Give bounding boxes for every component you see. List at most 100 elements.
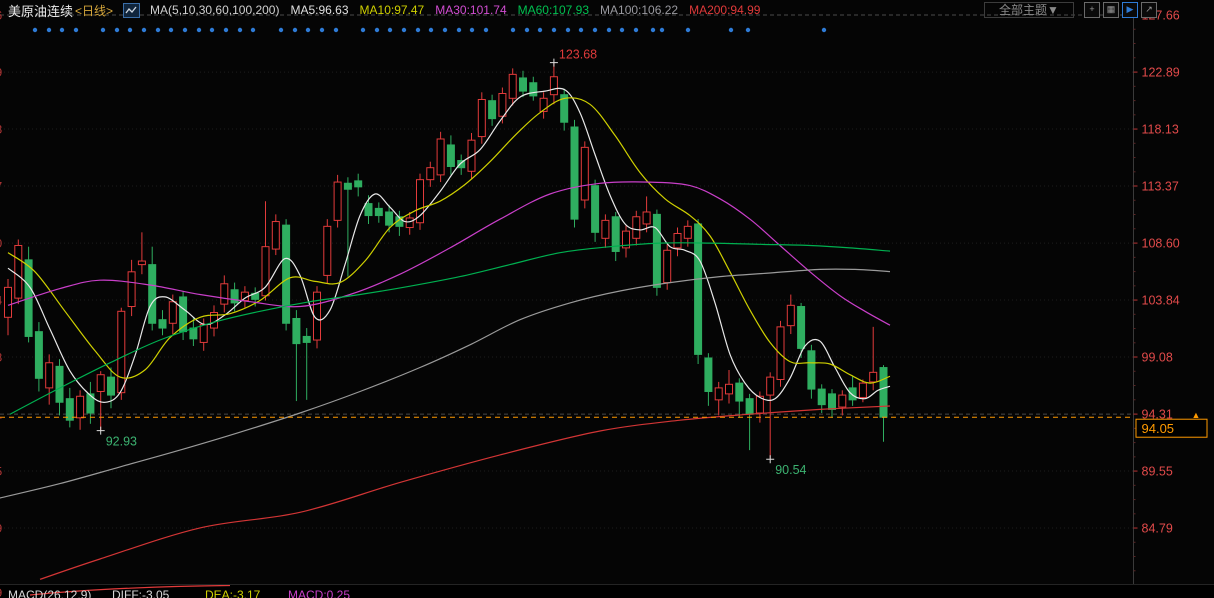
ma-line-ma5 xyxy=(7,87,891,403)
candle xyxy=(271,214,280,256)
clipped-axis-digit: 3 xyxy=(0,123,3,137)
candle xyxy=(220,275,229,313)
price-alert-arrow-icon: ▲ xyxy=(1192,410,1201,420)
gridlines xyxy=(0,14,1134,529)
svg-text:94.05: 94.05 xyxy=(1142,421,1175,436)
candle xyxy=(148,246,157,331)
candle xyxy=(292,310,301,402)
candle xyxy=(622,225,630,258)
ma30-value: MA30:101.74 xyxy=(435,3,507,17)
candle xyxy=(580,141,589,209)
macd-param-label: MACD(26,12,9) xyxy=(8,588,92,598)
candle xyxy=(137,232,146,275)
candle xyxy=(828,389,836,418)
clipped-axis-digit: 9 xyxy=(0,522,3,536)
axis-tick-label: 94.31 xyxy=(1142,408,1173,422)
candle xyxy=(96,371,105,431)
candle xyxy=(117,307,126,400)
candle xyxy=(673,227,682,257)
axis-tick-label: 84.79 xyxy=(1142,522,1173,536)
candle xyxy=(704,353,713,406)
candle xyxy=(508,68,517,106)
candle xyxy=(55,359,64,416)
candle xyxy=(869,326,878,391)
signal-dots xyxy=(32,27,827,33)
candle xyxy=(848,375,857,406)
svg-text:90.54: 90.54 xyxy=(775,463,806,477)
candle xyxy=(735,378,744,418)
candle xyxy=(549,62,558,105)
candle xyxy=(426,161,435,187)
axis-tick-label: 108.60 xyxy=(1142,237,1180,251)
theme-dropdown[interactable]: 全部主题▼ xyxy=(984,2,1074,18)
candle xyxy=(745,393,754,451)
current-price-label xyxy=(1135,418,1208,438)
candle xyxy=(354,173,363,197)
candle xyxy=(519,70,527,98)
layout-grid-icon[interactable]: + xyxy=(1084,2,1100,18)
candle xyxy=(374,202,383,223)
candle xyxy=(457,154,466,175)
ma-line-ma200 xyxy=(39,405,891,580)
price-axis[interactable]: 127.666122.899118.133113.377108.600103.8… xyxy=(0,9,1180,585)
macd-pane[interactable]: 9 MACD(26,12,9) DIFF:-3.05 DEA:-3.17 MAC… xyxy=(0,584,1214,598)
ma-group-label: MA(5,10,30,60,100,200) xyxy=(150,3,280,17)
candle xyxy=(879,365,888,442)
macd-value: MACD:0.25 xyxy=(288,588,351,598)
axis-tick-label: 118.13 xyxy=(1142,123,1179,137)
indicator-pane-icon[interactable]: ▶ xyxy=(1122,2,1138,18)
pop-out-icon[interactable]: ↗ xyxy=(1141,2,1157,18)
price-markers: 123.68 92.93 90.54 xyxy=(96,48,807,477)
macd-diff-value: DIFF:-3.05 xyxy=(112,588,170,598)
axis-tick-label: 89.55 xyxy=(1142,465,1173,479)
candle xyxy=(302,328,311,400)
candle xyxy=(560,88,569,131)
ma-line-ma100 xyxy=(0,268,891,499)
clipped-axis-digit: 7 xyxy=(0,180,3,194)
candle xyxy=(539,92,548,119)
candle xyxy=(333,174,342,228)
ma-line-ma10 xyxy=(7,97,891,384)
new-pane-icon[interactable]: ▦ xyxy=(1103,2,1119,18)
candle xyxy=(158,310,167,336)
candle xyxy=(323,219,332,284)
candle xyxy=(4,278,12,336)
candle xyxy=(45,354,54,405)
candle xyxy=(725,369,733,404)
axis-tick-label: 113.37 xyxy=(1142,180,1179,194)
clipped-axis-digit: 5 xyxy=(0,465,3,479)
svg-text:123.68: 123.68 xyxy=(559,48,597,62)
candle xyxy=(65,387,74,428)
candle xyxy=(817,384,826,414)
axis-tick-label: 103.84 xyxy=(1142,294,1180,308)
candle xyxy=(261,201,270,301)
ma100-value: MA100:106.22 xyxy=(600,3,679,17)
candle xyxy=(591,179,600,242)
macd-dea-value: DEA:-3.17 xyxy=(205,588,261,598)
candle xyxy=(611,211,620,262)
macd-diff-line: 9 xyxy=(0,585,231,598)
candle xyxy=(714,381,723,416)
chart-style-icon[interactable] xyxy=(123,2,141,18)
ma200-value: MA200:94.99 xyxy=(689,3,761,17)
candle xyxy=(786,294,795,335)
axis-tick-label: 99.08 xyxy=(1142,351,1173,365)
clipped-axis-digit: 9 xyxy=(0,586,3,598)
clipped-axis-digit: 0 xyxy=(0,237,3,251)
symbol-name[interactable]: 美原油连续 xyxy=(8,3,74,19)
clipped-axis-digit: 1 xyxy=(0,408,3,422)
ma-line-ma30 xyxy=(7,181,891,326)
clipped-axis-digit: 9 xyxy=(0,66,3,80)
candle xyxy=(477,92,486,144)
chart-header: 美原油连续 <日线> MA(5,10,30,60,100,200) MA5:96… xyxy=(0,0,1214,20)
ma60-value: MA60:107.93 xyxy=(517,3,590,17)
candle xyxy=(14,239,23,305)
candle xyxy=(642,196,651,233)
period-label[interactable]: <日线> xyxy=(75,3,114,18)
current-price: 94.05 ▲ xyxy=(0,410,1208,438)
candle xyxy=(838,390,847,416)
candle xyxy=(76,390,85,430)
ma-line-ma60 xyxy=(9,242,891,415)
